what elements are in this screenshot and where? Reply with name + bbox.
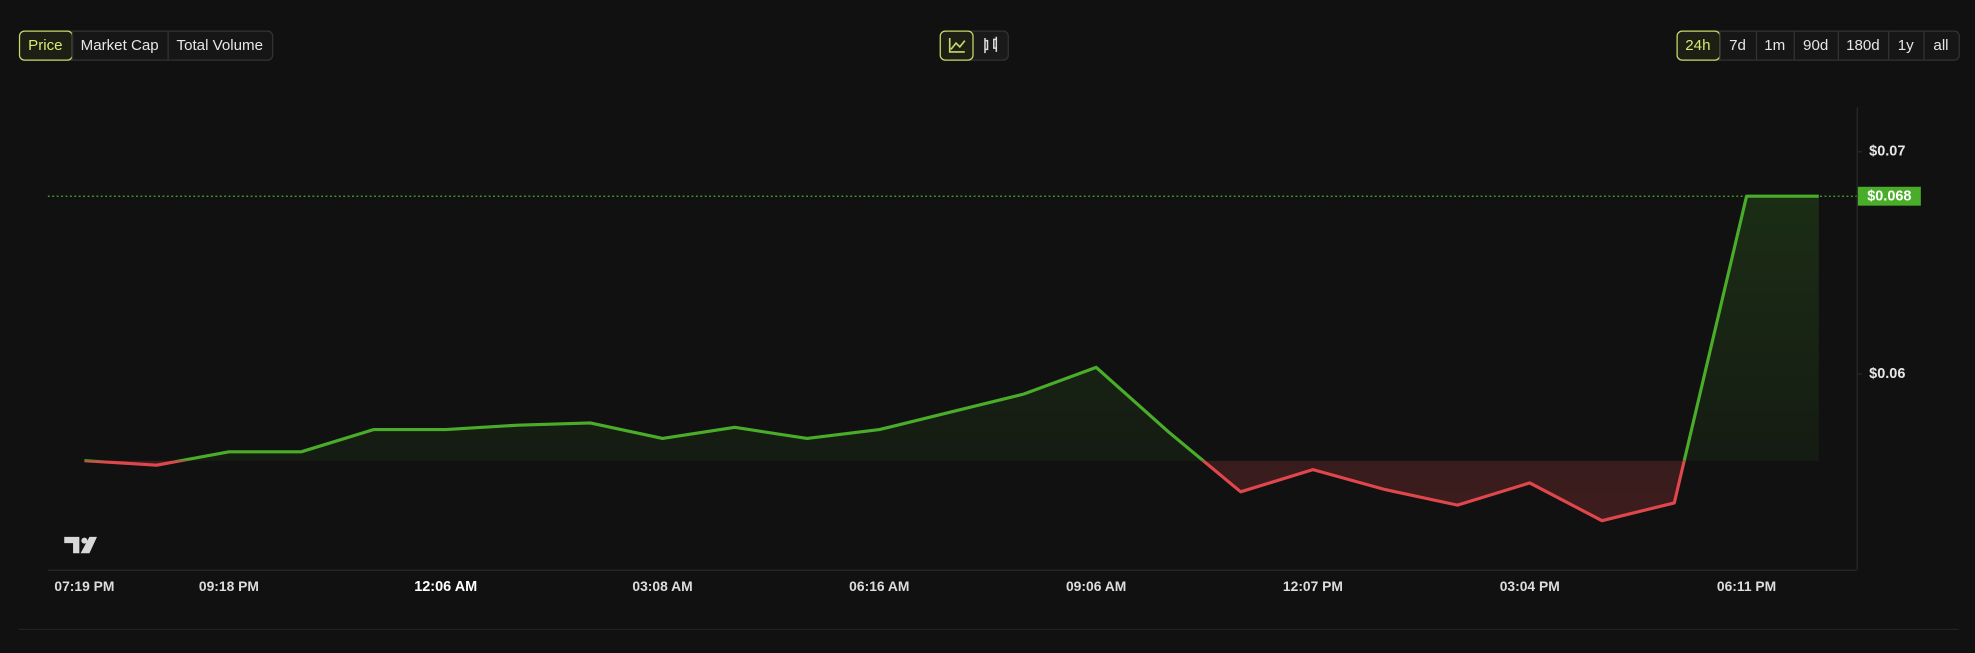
tradingview-logo — [64, 536, 97, 554]
button-label[interactable]: 1y — [1898, 37, 1914, 54]
x-tick-label: 09:06 AM — [1066, 578, 1126, 594]
plot: $0.06 $0.07 07:19 PM 09:18 PM 12:06 AM 03:08 … — [47, 144, 1921, 595]
button-label[interactable]: 7d — [1729, 37, 1746, 54]
x-tick-label: 09:18 PM — [199, 578, 259, 594]
x-tick-label: 12:06 AM — [414, 579, 477, 595]
last-price-label: $0.068 — [1867, 189, 1911, 205]
button-label[interactable]: 24h — [1685, 37, 1710, 54]
candle-chart-icon[interactable] — [984, 36, 998, 54]
x-tick-label: 07:19 PM — [54, 578, 114, 594]
x-tick-label: 06:16 AM — [849, 578, 909, 594]
line-chart-button[interactable] — [939, 30, 974, 61]
y-tick-label: $0.06 — [1869, 366, 1905, 382]
line-up — [84, 194, 1819, 461]
y-tick-label: $0.07 — [1869, 144, 1905, 160]
x-tick-label: 03:08 AM — [632, 578, 692, 594]
button-label[interactable]: Price — [28, 37, 62, 54]
area-down — [84, 460, 1685, 521]
x-tick-label: 12:07 PM — [1283, 578, 1343, 594]
tab-group: Price Market Cap Total Volume — [18, 30, 274, 61]
x-tick-label: 03:04 PM — [1500, 578, 1560, 594]
button-label[interactable]: 1m — [1764, 37, 1785, 54]
button-label[interactable]: Total Volume — [177, 37, 264, 54]
button-label[interactable]: 90d — [1803, 37, 1828, 54]
chart-type-toggle — [939, 30, 1009, 61]
button-label[interactable]: 180d — [1846, 37, 1880, 54]
x-tick-label: 06:11 PM — [1717, 578, 1776, 594]
line-down — [84, 460, 1686, 523]
line-chart-icon — [948, 38, 966, 53]
last-price-badge — [1857, 186, 1921, 206]
button-label[interactable]: Market Cap — [81, 37, 159, 54]
button-label[interactable]: all — [1933, 37, 1948, 54]
range-group: 24h 7d 1m 90d 180d 1y all — [1676, 30, 1960, 61]
